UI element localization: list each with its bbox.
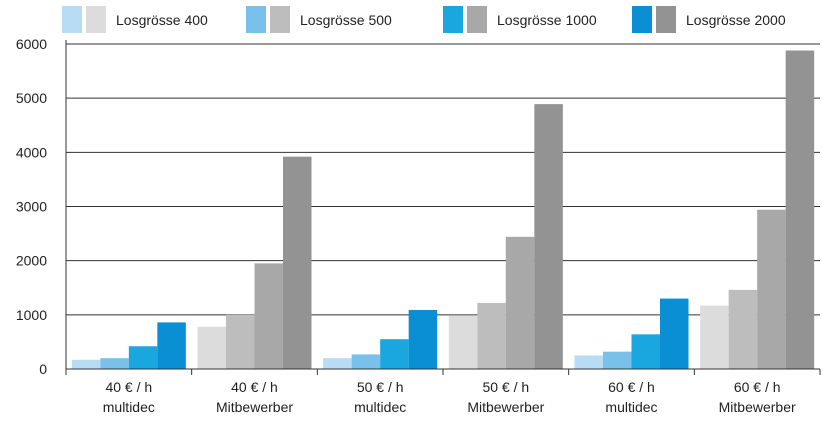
x-tick-label: 50 € / h xyxy=(482,379,529,395)
bar xyxy=(408,309,438,369)
y-tick-label: 3000 xyxy=(16,199,47,215)
x-tick-label: multidec xyxy=(605,399,657,415)
bar xyxy=(254,263,283,369)
legend-swatch xyxy=(246,6,266,33)
legend-swatch xyxy=(656,6,676,33)
legend-label: Losgrösse 2000 xyxy=(686,12,786,28)
bar xyxy=(660,298,689,369)
bar xyxy=(757,209,786,369)
bar xyxy=(603,351,632,369)
bar xyxy=(574,355,603,369)
y-tick-label: 2000 xyxy=(16,253,47,269)
bar xyxy=(785,50,815,369)
legend-label: Losgrösse 400 xyxy=(116,12,208,28)
y-tick-label: 1000 xyxy=(16,307,47,323)
bar xyxy=(505,236,535,369)
bar xyxy=(477,302,506,369)
legend: Losgrösse 400 Losgrösse 500 Losgrösse 1000… xyxy=(62,6,786,33)
y-tick-label: 0 xyxy=(39,361,47,377)
legend-swatch xyxy=(443,6,463,33)
bar xyxy=(283,156,312,369)
x-tick-label: 60 € / h xyxy=(734,379,781,395)
bar xyxy=(100,358,129,369)
x-tick-label: Mitbewerber xyxy=(216,399,293,415)
bars xyxy=(71,50,815,369)
x-tick-label: 40 € / h xyxy=(231,379,278,395)
legend-item: Losgrösse 2000 xyxy=(632,6,786,33)
legend-swatch xyxy=(467,6,487,33)
legend-item: Losgrösse 1000 xyxy=(443,6,597,33)
x-tick-label: 60 € / h xyxy=(608,379,655,395)
bar xyxy=(728,289,758,369)
legend-item: Losgrösse 400 xyxy=(62,6,208,33)
legend-swatch xyxy=(62,6,82,33)
bar xyxy=(351,354,381,369)
bar xyxy=(534,104,563,369)
legend-label: Losgrösse 1000 xyxy=(497,12,597,28)
bar xyxy=(71,359,101,369)
bar xyxy=(323,358,352,369)
x-tick-label: 50 € / h xyxy=(357,379,404,395)
grid xyxy=(66,43,820,316)
bar xyxy=(380,339,409,369)
legend-swatch xyxy=(270,6,290,33)
legend-swatch xyxy=(86,6,106,33)
legend-item: Losgrösse 500 xyxy=(246,6,392,33)
x-tick-label: Mitbewerber xyxy=(719,399,796,415)
x-tick-label: multidec xyxy=(103,399,155,415)
bar xyxy=(448,315,478,369)
bar xyxy=(197,326,226,369)
bar xyxy=(157,322,186,369)
bar xyxy=(128,346,158,369)
legend-label: Losgrösse 500 xyxy=(300,12,392,28)
bar xyxy=(700,305,729,369)
y-tick-label: 6000 xyxy=(16,36,47,52)
x-axis: 40 € / h multidec 40 € / h Mitbewerber 50 € … xyxy=(65,368,821,415)
y-tick-label: 4000 xyxy=(16,144,47,160)
x-tick-label: Mitbewerber xyxy=(467,399,544,415)
y-tick-label: 5000 xyxy=(16,90,47,106)
x-tick-label: 40 € / h xyxy=(105,379,152,395)
x-tick-label: multidec xyxy=(354,399,406,415)
legend-swatch xyxy=(632,6,652,33)
bar xyxy=(631,334,660,369)
y-axis: 0 1000 2000 3000 4000 5000 6000 xyxy=(16,36,67,377)
bar xyxy=(226,314,255,369)
